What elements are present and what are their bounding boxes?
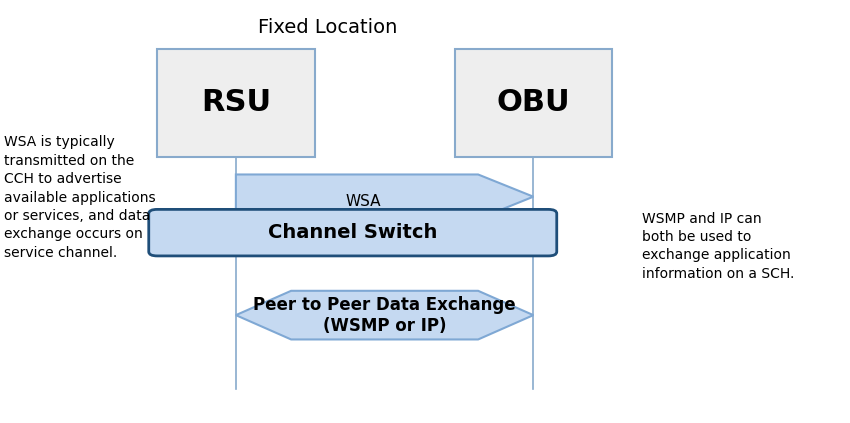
Text: RSU: RSU [201, 88, 271, 117]
Polygon shape [236, 174, 534, 219]
Polygon shape [236, 291, 534, 339]
FancyBboxPatch shape [149, 209, 557, 256]
Text: Peer to Peer Data Exchange
(WSMP or IP): Peer to Peer Data Exchange (WSMP or IP) [253, 296, 516, 335]
Text: Fixed Location: Fixed Location [258, 18, 397, 37]
FancyBboxPatch shape [157, 49, 314, 157]
Text: Channel Switch: Channel Switch [268, 223, 438, 242]
FancyBboxPatch shape [455, 49, 612, 157]
Text: WSMP and IP can
both be used to
exchange application
information on a SCH.: WSMP and IP can both be used to exchange… [642, 212, 794, 281]
Text: OBU: OBU [496, 88, 570, 117]
Text: WSA is typically
transmitted on the
CCH to advertise
available applications
or s: WSA is typically transmitted on the CCH … [4, 135, 156, 260]
Text: WSA: WSA [346, 194, 381, 209]
